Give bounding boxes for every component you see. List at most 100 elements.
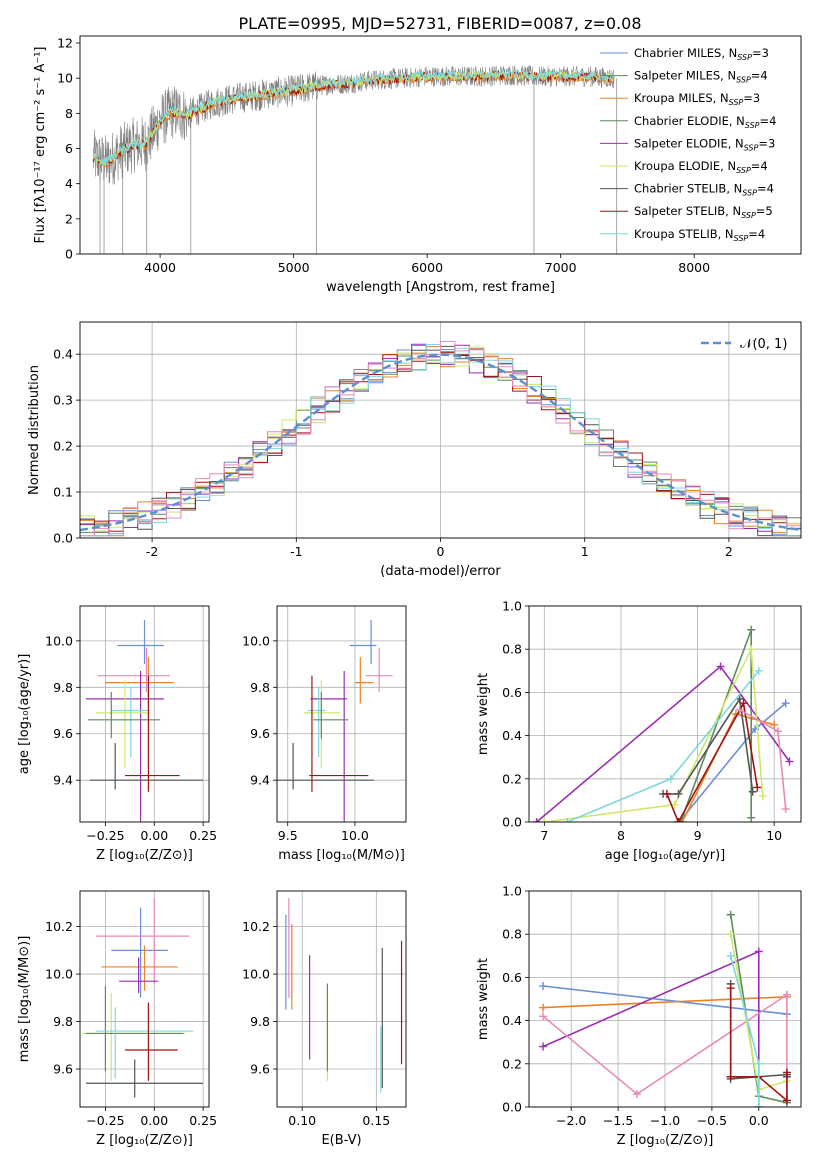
series-point bbox=[735, 694, 744, 703]
x-tick-label: 0.15 bbox=[362, 1113, 390, 1128]
series-point bbox=[748, 787, 757, 796]
x-tick-label: 7000 bbox=[545, 260, 577, 275]
x-tick-label: 8000 bbox=[678, 260, 710, 275]
series-point bbox=[735, 705, 744, 714]
series-point bbox=[785, 757, 794, 766]
plot-area-z-weight bbox=[539, 910, 791, 1107]
gaussian-curve bbox=[80, 353, 801, 532]
x-tick-label: 0.25 bbox=[189, 1113, 217, 1128]
x-tick-label: −2.0 bbox=[556, 1113, 586, 1128]
legend-label: Kroupa MILES, N bbox=[634, 91, 729, 105]
x-axis-label: E(B-V) bbox=[321, 1133, 361, 1148]
legend-suffix: =4 bbox=[748, 227, 765, 241]
y-tick-label: 0.0 bbox=[53, 531, 73, 546]
panel-z-weight: −2.0 −1.5 −1.0 −0.5 0.0 0.0 0.2 0.4 0.6 0.8 1.0 Z [… bbox=[476, 884, 802, 1148]
y-tick-label: 0.8 bbox=[502, 642, 522, 657]
axes-frame bbox=[79, 890, 210, 1108]
series-point bbox=[754, 1059, 763, 1068]
y-tick-label: 9.4 bbox=[53, 773, 73, 788]
x-tick-label: 0.00 bbox=[140, 828, 168, 843]
legend-label: Kroupa ELODIE, N bbox=[634, 159, 736, 173]
legend-entry: Chabrier MILES, NSSP=3 bbox=[634, 46, 769, 62]
y-tick-label: 10 bbox=[57, 71, 73, 86]
y-axis-label: mass [log₁₀(M/M⊙)] bbox=[17, 936, 32, 1063]
legend-suffix: =4 bbox=[751, 69, 768, 83]
y-axis-label: age [log₁₀(age/yr)] bbox=[17, 654, 32, 775]
axes-frame bbox=[276, 605, 407, 823]
panel-ebv-mass: 0.10 0.15 9.6 9.8 10.0 10.2 E(B-V) bbox=[242, 890, 407, 1148]
legend-label: Chabrier STELIB, N bbox=[634, 182, 742, 196]
y-tick-label: 0.4 bbox=[502, 728, 522, 743]
series-point bbox=[739, 699, 748, 708]
x-tick-label: 5000 bbox=[278, 260, 310, 275]
plot-area-residuals bbox=[80, 340, 801, 537]
legend-entry: Salpeter MILES, NSSP=4 bbox=[634, 69, 768, 85]
legend-entry: Kroupa STELIB, NSSP=4 bbox=[634, 227, 765, 243]
series-line bbox=[729, 955, 760, 1107]
y-axis-label: Normed distribution bbox=[27, 365, 42, 495]
x-tick-label: 0.25 bbox=[189, 828, 217, 843]
legend-suffix: =4 bbox=[760, 114, 777, 128]
x-tick-label: 0 bbox=[437, 544, 445, 559]
legend-label: Chabrier MILES, N bbox=[634, 46, 737, 60]
axes-frame bbox=[276, 890, 407, 1108]
plot-area-z-mass bbox=[81, 898, 204, 1098]
series-line bbox=[543, 996, 787, 1009]
histogram-step bbox=[80, 344, 801, 537]
x-tick-label: 6000 bbox=[411, 260, 443, 275]
series-point bbox=[539, 1003, 548, 1012]
y-tick-label: 1.0 bbox=[502, 884, 522, 899]
legend-subscript: SSP bbox=[745, 121, 760, 130]
series-point bbox=[726, 910, 735, 919]
plot-area-ebv-mass bbox=[285, 898, 403, 1093]
legend-suffix: =4 bbox=[757, 182, 774, 196]
x-tick-label: 0.00 bbox=[140, 1113, 168, 1128]
legend-subscript: SSP bbox=[737, 53, 752, 62]
x-tick-label: 10.0 bbox=[341, 828, 369, 843]
series-point bbox=[747, 645, 756, 654]
x-axis-label: Z [log₁₀(Z/Z⊙)] bbox=[617, 1133, 714, 1148]
series-point bbox=[539, 1012, 548, 1021]
series-point bbox=[758, 792, 767, 801]
series-line bbox=[666, 700, 759, 822]
legend-subscript: SSP bbox=[734, 234, 749, 243]
y-tick-label: 0.6 bbox=[502, 970, 522, 985]
series-point bbox=[754, 947, 763, 956]
x-axis-label: Z [log₁₀(Z/Z⊙)] bbox=[96, 1133, 193, 1148]
x-tick-label: 0.10 bbox=[288, 1113, 316, 1128]
series-line bbox=[542, 993, 788, 1101]
x-tick-label: 2 bbox=[725, 544, 733, 559]
series-point bbox=[726, 930, 735, 939]
legend-label: Salpeter STELIB, N bbox=[634, 204, 741, 218]
y-tick-label: 9.6 bbox=[53, 1062, 73, 1077]
legend-subscript: SSP bbox=[736, 76, 751, 85]
series-point bbox=[532, 818, 541, 822]
series-point bbox=[662, 789, 671, 798]
axes-frame bbox=[528, 890, 802, 1108]
series-line bbox=[679, 629, 752, 822]
y-tick-label: 0.1 bbox=[53, 485, 73, 500]
x-tick-label: 10 bbox=[766, 828, 782, 843]
y-tick-label: 1.0 bbox=[502, 599, 522, 614]
axes-frame bbox=[528, 605, 802, 823]
y-tick-label: 0.4 bbox=[53, 347, 73, 362]
series-point bbox=[563, 818, 572, 822]
y-axis-label: Flux [fλ10⁻¹⁷ erg cm⁻² s⁻¹ A⁻¹] bbox=[33, 47, 48, 244]
panel-z-age: −0.25 0.00 0.25 9.4 9.6 9.8 10.0 Z [log₁₀(Z/Z⊙)… bbox=[17, 605, 217, 863]
y-tick-label: 0.3 bbox=[53, 393, 73, 408]
y-tick-label: 0.2 bbox=[502, 771, 522, 786]
x-tick-label: 1 bbox=[581, 544, 589, 559]
y-tick-label: 0.8 bbox=[502, 927, 522, 942]
y-tick-label: 8 bbox=[65, 106, 73, 121]
series-point bbox=[674, 789, 683, 798]
legend-subscript: SSP bbox=[736, 166, 751, 175]
axes-frame bbox=[79, 321, 802, 539]
x-tick-label: −0.25 bbox=[86, 828, 124, 843]
x-axis-label: Z [log₁₀(Z/Z⊙)] bbox=[96, 848, 193, 863]
x-axis-label: (data-model)/error bbox=[380, 564, 501, 579]
x-tick-label: 0.0 bbox=[749, 1113, 769, 1128]
series-point bbox=[754, 1103, 763, 1107]
legend-subscript: SSP bbox=[744, 143, 759, 152]
legend-suffix: =5 bbox=[756, 204, 773, 218]
series-point bbox=[781, 805, 790, 814]
